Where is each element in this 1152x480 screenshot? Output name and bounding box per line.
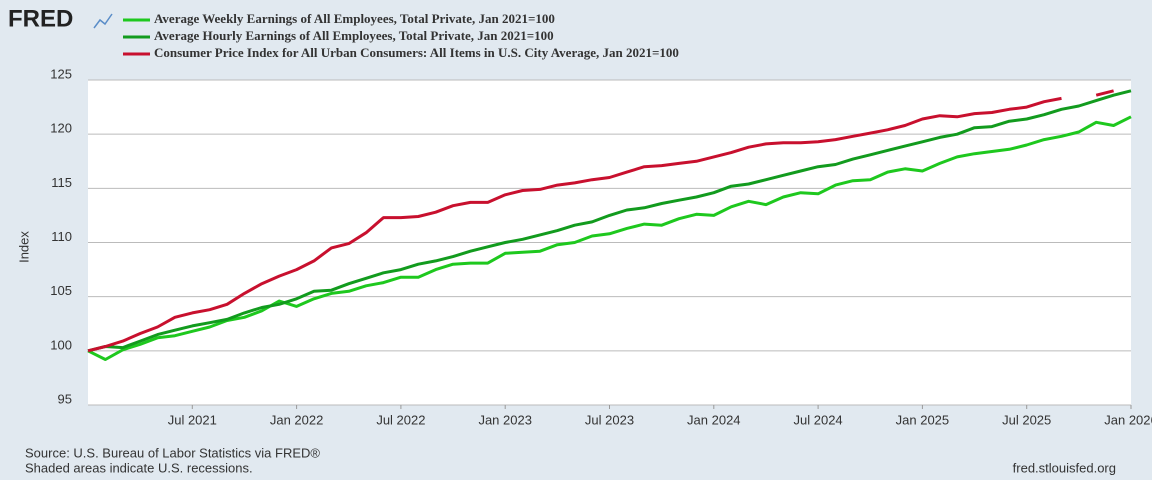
x-tick-label: Jul 2025 bbox=[1002, 412, 1051, 427]
y-axis-label: Index bbox=[16, 231, 31, 263]
x-tick-label: Jul 2024 bbox=[794, 412, 843, 427]
x-tick-label: Jan 2025 bbox=[896, 412, 950, 427]
x-tick-label: Jul 2021 bbox=[168, 412, 217, 427]
logo-icon bbox=[93, 13, 113, 29]
x-tick-label: Jul 2023 bbox=[585, 412, 634, 427]
y-tick-label: 120 bbox=[50, 121, 72, 136]
legend-label: Average Hourly Earnings of All Employees… bbox=[154, 28, 554, 43]
y-tick-label: 100 bbox=[50, 337, 72, 352]
x-tick-label: Jan 2023 bbox=[478, 412, 532, 427]
source: Source: U.S. Bureau of Labor Statistics … bbox=[25, 445, 320, 460]
site: fred.stlouisfed.org bbox=[1013, 460, 1116, 475]
legend-label: Consumer Price Index for All Urban Consu… bbox=[154, 45, 679, 60]
series-line bbox=[87, 115, 1132, 361]
legend-label: Average Weekly Earnings of All Employees… bbox=[154, 11, 555, 26]
note: Shaded areas indicate U.S. recessions. bbox=[25, 460, 253, 475]
y-tick-label: 105 bbox=[50, 283, 72, 298]
x-tick-label: Jan 2026 bbox=[1104, 412, 1152, 427]
y-tick-label: 110 bbox=[51, 229, 72, 244]
x-tick-label: Jul 2022 bbox=[376, 412, 425, 427]
y-tick-label: 95 bbox=[58, 391, 72, 406]
x-tick-label: Jan 2024 bbox=[687, 412, 741, 427]
logo: FRED bbox=[8, 5, 73, 32]
series-line bbox=[87, 89, 1114, 353]
x-tick-label: Jan 2022 bbox=[270, 412, 324, 427]
y-tick-label: 125 bbox=[50, 66, 72, 81]
series-line bbox=[87, 89, 1132, 353]
y-tick-label: 115 bbox=[51, 175, 72, 190]
